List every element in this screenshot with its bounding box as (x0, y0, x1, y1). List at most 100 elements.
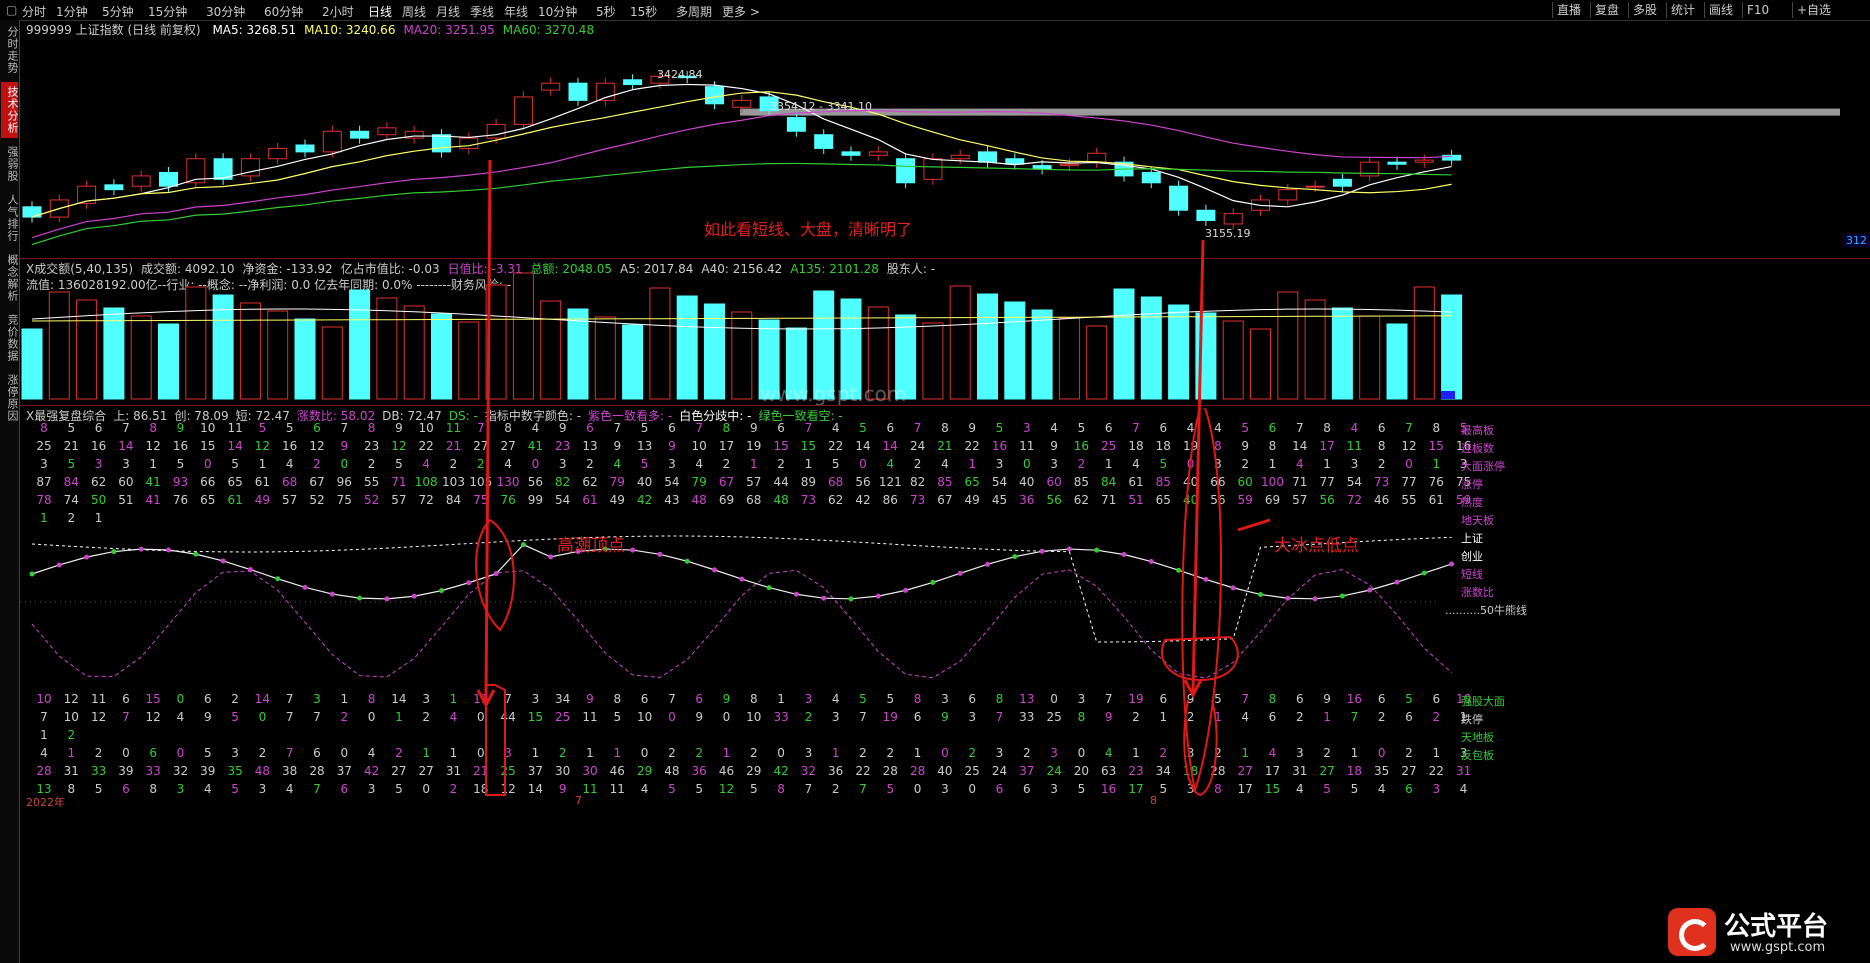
timeframe-tab-14[interactable]: 15秒 (630, 5, 658, 19)
timeframe-tab-12[interactable]: 10分钟 (538, 5, 578, 19)
stat-cell: 44 (773, 475, 789, 489)
volume-bar (431, 313, 452, 400)
volume-bar (1168, 304, 1190, 400)
toolbar-button-6[interactable]: +自选 (1792, 2, 1835, 18)
toolbar-button-1[interactable]: 复盘 (1590, 2, 1623, 18)
stat-cell: 2 (913, 457, 922, 471)
timeframe-tab-11[interactable]: 年线 (504, 5, 529, 19)
stat-cell: 1 (804, 457, 813, 471)
stat-cell: 42 (363, 764, 380, 778)
stat-cell: 0 (968, 782, 976, 796)
candlestick-chart[interactable] (20, 20, 1846, 258)
timeframe-tab-8[interactable]: 周线 (402, 5, 427, 19)
stat-cell: 3 (176, 782, 185, 796)
toolbar-button-4[interactable]: 画线 (1704, 2, 1737, 18)
timeframe-tab-5[interactable]: 60分钟 (264, 5, 304, 19)
volume-bar (1250, 328, 1271, 400)
line-point (193, 551, 199, 557)
stat-cell: 5 (1350, 782, 1359, 796)
volume-info: 流值: 136028192.00亿--行业: --概念: --净利润: 0.0 … (26, 278, 512, 292)
stat-cell: 2 (395, 746, 403, 760)
stat-cell: 73 (1374, 475, 1390, 489)
volume-bar (1304, 299, 1326, 400)
stat-cell: 14 (1292, 439, 1308, 453)
stat-cell: 2 (586, 457, 594, 471)
stat-cell: 28 (1210, 764, 1226, 778)
stat-cell: 7 (285, 746, 294, 760)
candle (786, 117, 806, 132)
timeframe-tab-16[interactable]: 更多 > (722, 5, 760, 19)
toolbar-button-0[interactable]: 直播 (1552, 2, 1585, 18)
sidebar-tab-3[interactable]: 人气排行 (6, 194, 19, 242)
candle (1087, 152, 1107, 163)
toolbar-button-3[interactable]: 统计 (1666, 2, 1699, 18)
timeframe-tab-7[interactable]: 日线 (368, 5, 393, 19)
line-point (138, 546, 144, 552)
stat-cell: 3 (313, 692, 321, 706)
timeframe-tab-13[interactable]: 5秒 (596, 5, 616, 19)
sidebar-tab-6[interactable]: 涨停原因 (6, 374, 19, 422)
stat-cell: 71 (1101, 493, 1117, 507)
timeframe-tab-3[interactable]: 15分钟 (148, 5, 188, 19)
stat-cell: 4 (695, 457, 703, 471)
stat-cell: 19 (1182, 439, 1199, 453)
stat-cell: 9 (749, 421, 758, 435)
stat-cell: 18 (1346, 764, 1363, 778)
stat-cell: 12 (145, 710, 161, 724)
stat-cell: 6 (995, 782, 1004, 796)
stat-cell: 3 (1186, 782, 1195, 796)
window-icon[interactable]: ▢ (6, 3, 18, 17)
stat-cell: 6 (1405, 710, 1413, 724)
timeframe-tab-4[interactable]: 30分钟 (206, 5, 246, 19)
timeframe-tab-1[interactable]: 1分钟 (56, 5, 88, 19)
timeframe-tab-10[interactable]: 季线 (470, 5, 495, 19)
volume-bar (540, 300, 562, 400)
stat-cell: 7 (859, 782, 867, 796)
line-point (684, 558, 690, 564)
timeframe-tab-0[interactable]: 分时 (22, 5, 47, 19)
stat-cell: 5 (640, 421, 649, 435)
stat-cell: 5 (668, 782, 676, 796)
volume-bar (267, 310, 289, 400)
timeframe-tab-6[interactable]: 2小时 (322, 5, 354, 19)
stat-cell: 56 (1319, 493, 1335, 507)
stat-cell: 7 (476, 421, 485, 435)
sidebar-tab-5[interactable]: 竞价数据 (6, 314, 19, 362)
volume-bar (1386, 323, 1408, 400)
candle (1360, 161, 1380, 177)
stat-cell: 2 (777, 457, 785, 471)
sidebar-tab-2[interactable]: 强弱股 (6, 146, 19, 182)
toolbar-button-5[interactable]: F10 (1742, 2, 1773, 18)
volume-bar (731, 311, 753, 400)
stat-cell: 5 (395, 782, 403, 796)
line-point (411, 593, 417, 599)
stat-cell: 2 (367, 457, 376, 471)
volume-bar (1140, 296, 1162, 400)
stat-cell: 2 (449, 782, 458, 796)
stat-cell: 8 (1268, 439, 1277, 453)
sidebar-tab-0[interactable]: 分时走势 (6, 26, 19, 74)
stat-cell: 3 (40, 457, 48, 471)
stat-cell: 67 (718, 475, 735, 489)
stat-cell: 17 (1319, 439, 1335, 453)
sidebar-tab-1[interactable]: 技术分析 (1, 82, 19, 138)
stat-cell: 4 (831, 421, 840, 435)
stat-cell: 1 (1432, 457, 1441, 471)
timeframe-tab-2[interactable]: 5分钟 (102, 5, 134, 19)
stat-cell: 3 (122, 457, 130, 471)
volume-bars[interactable] (20, 259, 1846, 405)
stat-cell: 37 (1019, 764, 1035, 778)
sidebar-tab-4[interactable]: 概念解析 (6, 254, 19, 302)
candle (1305, 185, 1325, 188)
volume-bar (949, 285, 971, 400)
timeframe-tab-15[interactable]: 多周期 (676, 5, 713, 19)
toolbar-button-2[interactable]: 多股 (1628, 2, 1661, 18)
stat-cell: 84 (445, 493, 462, 507)
line-point (1203, 576, 1209, 582)
stat-row-label: 跌停 (1461, 713, 1483, 726)
stat-cell: 9 (586, 692, 594, 706)
stat-cell: 27 (500, 439, 516, 453)
stat-cell: 23 (363, 439, 380, 453)
stat-cell: 1 (422, 746, 430, 760)
timeframe-tab-9[interactable]: 月线 (436, 5, 461, 19)
